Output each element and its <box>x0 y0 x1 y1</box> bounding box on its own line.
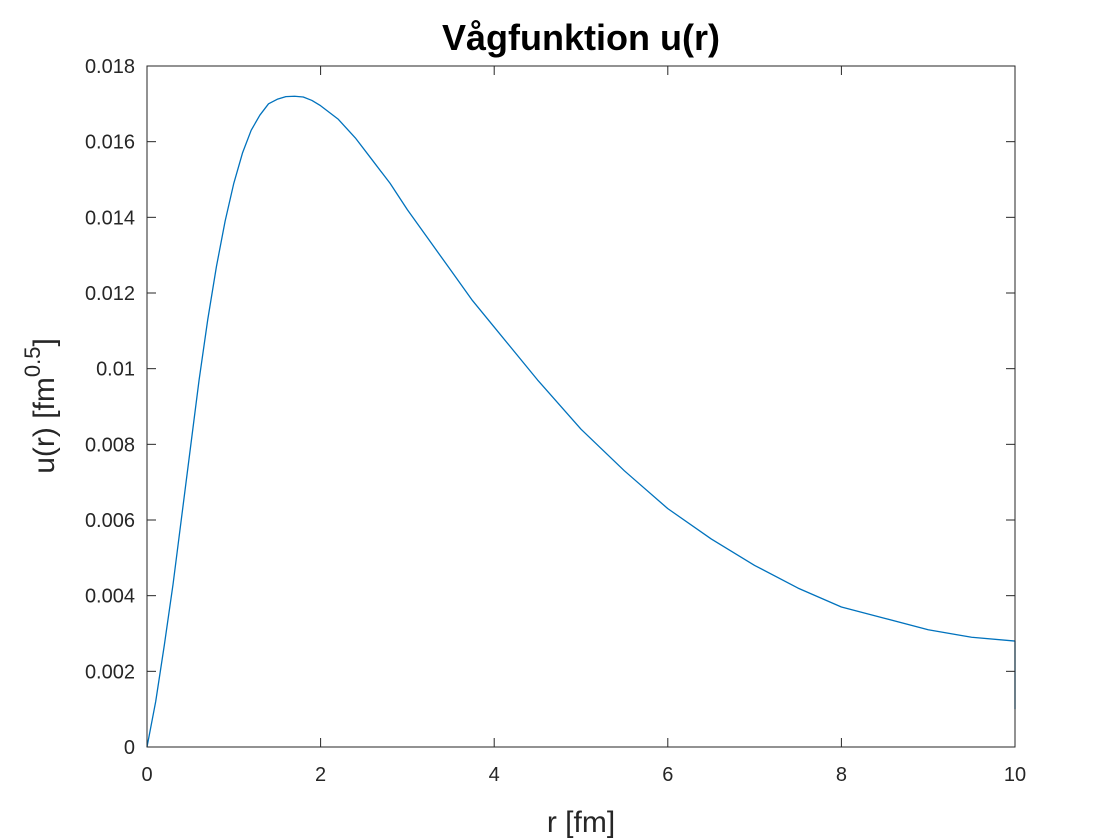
x-tick-label: 10 <box>1004 764 1026 786</box>
y-tick-label: 0.004 <box>85 586 135 608</box>
y-axis-label-base: u(r) [fm <box>28 377 61 474</box>
y-tick-label: 0.008 <box>85 434 135 456</box>
x-tick-label: 2 <box>315 764 326 786</box>
axes-box <box>146 65 1016 748</box>
y-tick-label: 0 <box>124 737 135 759</box>
x-axis-ticks: 0 2 4 6 8 10 <box>141 66 1026 786</box>
y-axis-label-close: ] <box>28 338 61 346</box>
y-tick-label: 0.002 <box>85 661 135 683</box>
chart-title: Vågfunktion u(r) <box>442 17 720 58</box>
y-tick-label: 0.006 <box>85 510 135 532</box>
y-tick-label: 0.016 <box>85 132 135 154</box>
y-tick-label: 0.018 <box>85 56 135 78</box>
y-axis-label: u(r) [fm0.5] <box>20 338 61 474</box>
data-layer <box>146 95 1016 748</box>
y-tick-label: 0.014 <box>85 207 135 229</box>
x-tick-label: 8 <box>836 764 847 786</box>
x-tick-label: 6 <box>662 764 673 786</box>
y-tick-label: 0.012 <box>85 283 135 305</box>
x-axis-label: r [fm] <box>547 806 615 839</box>
plot-area <box>147 66 1015 747</box>
series-line-0 <box>146 95 1016 748</box>
y-axis-ticks: 0 0.002 0.004 0.006 0.008 0.01 0.012 0.014 0.016… <box>85 56 1015 759</box>
y-axis-label-exponent: 0.5 <box>20 347 45 378</box>
x-tick-label: 4 <box>489 764 500 786</box>
x-tick-label: 0 <box>141 764 152 786</box>
y-tick-label: 0.01 <box>96 359 135 381</box>
